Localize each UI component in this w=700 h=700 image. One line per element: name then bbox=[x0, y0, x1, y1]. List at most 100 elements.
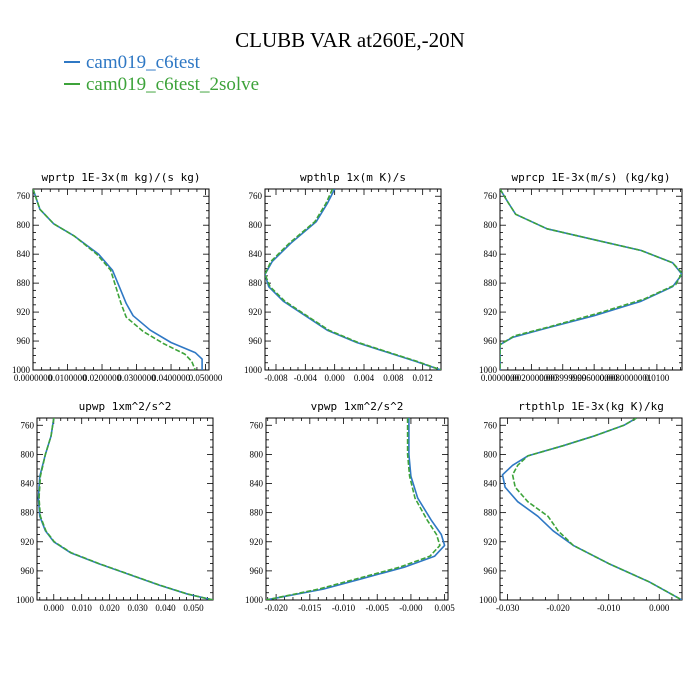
y-tick-label: 800 bbox=[484, 220, 498, 230]
plot-frame bbox=[265, 417, 449, 601]
page-title: CLUBB VAR at260E,-20N bbox=[235, 28, 465, 52]
x-tick-label: 0.000 bbox=[44, 603, 65, 613]
y-tick-label: 960 bbox=[249, 336, 263, 346]
x-tick-label: -0.005 bbox=[366, 603, 390, 613]
y-tick-label: 760 bbox=[249, 191, 263, 201]
plot-frame bbox=[36, 417, 214, 601]
y-tick-label: 880 bbox=[21, 508, 35, 518]
y-tick-label: 920 bbox=[17, 307, 31, 317]
y-tick-label: 840 bbox=[484, 249, 498, 259]
y-tick-label: 800 bbox=[21, 449, 35, 459]
x-tick-label: 0.0080000001 bbox=[600, 373, 652, 383]
series-line bbox=[33, 189, 203, 370]
legend-label: cam019_c6test_2solve bbox=[86, 74, 260, 95]
y-tick-label: 960 bbox=[484, 566, 498, 576]
plot-panel: upwp 1xm^2/s^2 760 800 840 880 920 960 1000 0.00… bbox=[16, 400, 214, 613]
y-tick-label: 840 bbox=[484, 479, 498, 489]
y-tick-label: 920 bbox=[484, 537, 498, 547]
y-tick-label: 960 bbox=[17, 336, 31, 346]
series-line bbox=[265, 189, 441, 370]
y-tick-label: 760 bbox=[484, 420, 498, 430]
y-tick-label: 800 bbox=[484, 449, 498, 459]
legend-item: cam019_c6test_2solve bbox=[64, 74, 259, 96]
plot-title: wpthlp 1x(m K)/s bbox=[300, 171, 406, 184]
y-tick-label: 880 bbox=[249, 278, 263, 288]
y-tick-label: 920 bbox=[250, 537, 264, 547]
y-tick-label: 1000 bbox=[244, 365, 263, 375]
plot-frame bbox=[499, 417, 683, 601]
series-line bbox=[266, 418, 446, 600]
x-tick-label: 0.0200000 bbox=[83, 373, 122, 383]
plot-title: rtpthlp 1E-3x(kg K)/kg bbox=[518, 400, 664, 413]
y-tick-label: 880 bbox=[484, 508, 498, 518]
plot-panel: rtpthlp 1E-3x(kg K)/kg 760 800 840 880 920 960… bbox=[479, 400, 683, 613]
series-line bbox=[500, 189, 682, 370]
x-tick-label: 0.012 bbox=[413, 373, 433, 383]
x-tick-label: 0.030 bbox=[127, 603, 148, 613]
x-tick-label: 0.004 bbox=[354, 373, 375, 383]
y-tick-label: 880 bbox=[250, 508, 264, 518]
y-tick-label: 880 bbox=[17, 278, 31, 288]
x-tick-label: 0.040 bbox=[155, 603, 176, 613]
series-line bbox=[266, 418, 441, 600]
legend-item: cam019_c6test bbox=[64, 52, 200, 74]
x-tick-label: -0.010 bbox=[597, 603, 621, 613]
plot-frame bbox=[32, 188, 210, 371]
legend-swatch bbox=[64, 82, 80, 85]
x-tick-label: 0.050000 bbox=[189, 373, 223, 383]
x-tick-label: -0.000 bbox=[399, 603, 423, 613]
y-tick-label: 960 bbox=[484, 336, 498, 346]
plot-title: wprtp 1E-3x(m kg)/(s kg) bbox=[42, 171, 201, 184]
y-tick-label: 960 bbox=[250, 566, 264, 576]
plot-title: wprcp 1E-3x(m/s) (kg/kg) bbox=[512, 171, 671, 184]
x-tick-label: 0.0100000 bbox=[48, 373, 87, 383]
legend-label: cam019_c6test bbox=[86, 52, 200, 73]
y-tick-label: 840 bbox=[21, 479, 35, 489]
y-tick-label: 760 bbox=[17, 191, 31, 201]
x-tick-label: 0.050 bbox=[183, 603, 204, 613]
x-tick-label: 0.000 bbox=[325, 373, 346, 383]
x-tick-label: -0.020 bbox=[264, 603, 288, 613]
y-tick-label: 1000 bbox=[16, 595, 35, 605]
y-tick-label: 920 bbox=[21, 537, 35, 547]
y-tick-label: 1000 bbox=[12, 365, 31, 375]
series-line bbox=[511, 418, 682, 600]
plot-panel: wpthlp 1x(m K)/s 760 800 840 880 920 960 1000 -0… bbox=[244, 171, 442, 383]
plot-panel: wprtp 1E-3x(m kg)/(s kg) 760 800 840 880 920 9… bbox=[12, 171, 223, 383]
y-tick-label: 800 bbox=[17, 220, 31, 230]
y-tick-label: 920 bbox=[484, 307, 498, 317]
series-line bbox=[501, 418, 682, 600]
plot-frame bbox=[264, 188, 442, 371]
x-tick-label: 0.010 bbox=[72, 603, 93, 613]
x-tick-label: -0.015 bbox=[298, 603, 322, 613]
legend-swatch bbox=[64, 60, 80, 63]
x-tick-label: 0.0000000 bbox=[14, 373, 53, 383]
x-tick-label: 0.0100 bbox=[645, 373, 670, 383]
y-tick-label: 920 bbox=[249, 307, 263, 317]
x-tick-label: 0.003999999 bbox=[539, 373, 587, 383]
y-tick-label: 840 bbox=[250, 479, 264, 489]
plot-title: vpwp 1xm^2/s^2 bbox=[311, 400, 404, 413]
x-tick-label: 0.0020000000 bbox=[506, 373, 558, 383]
y-tick-label: 760 bbox=[250, 420, 264, 430]
x-tick-label: 0.0300000 bbox=[117, 373, 156, 383]
y-tick-label: 800 bbox=[250, 449, 264, 459]
x-tick-label: 0.0400000 bbox=[152, 373, 191, 383]
x-tick-label: -0.004 bbox=[294, 373, 318, 383]
plot-panel: vpwp 1xm^2/s^27608008408809209601000-0.0… bbox=[245, 400, 455, 613]
y-tick-label: 840 bbox=[249, 249, 263, 259]
series-line bbox=[33, 189, 196, 370]
y-tick-label: 800 bbox=[249, 220, 263, 230]
y-tick-label: 880 bbox=[484, 278, 498, 288]
x-tick-label: 0.020 bbox=[100, 603, 121, 613]
plot-frame bbox=[499, 188, 683, 371]
x-tick-label: 0.005 bbox=[435, 603, 456, 613]
series-line bbox=[265, 189, 441, 370]
y-tick-label: 960 bbox=[21, 566, 35, 576]
x-tick-label: 0.000 bbox=[649, 603, 670, 613]
y-tick-label: 840 bbox=[17, 249, 31, 259]
y-tick-label: 760 bbox=[484, 191, 498, 201]
x-tick-label: -0.010 bbox=[332, 603, 356, 613]
y-tick-label: 760 bbox=[21, 420, 35, 430]
